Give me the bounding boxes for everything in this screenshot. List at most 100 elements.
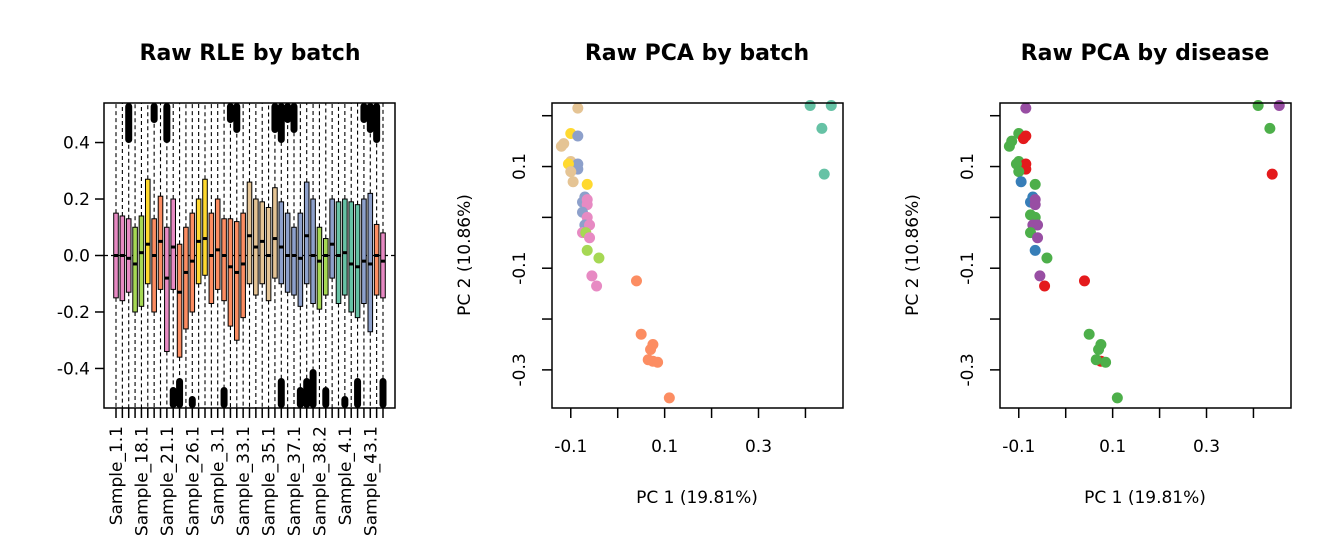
pca-disease-point <box>1264 122 1276 134</box>
pca-batch-frame <box>551 102 844 409</box>
rle-box <box>125 103 132 408</box>
pca-disease-points <box>1003 100 1285 404</box>
pca-disease-xtick-label: 0.3 <box>1193 437 1220 457</box>
rle-ytick-label: -0.2 <box>57 303 90 323</box>
pca-batch-x-axis: -0.1 0.1 0.3 <box>554 408 807 457</box>
rle-outliers-bottom <box>322 387 330 408</box>
pca-batch-point <box>581 244 593 256</box>
rle-box <box>214 103 221 408</box>
rle-box <box>144 103 151 408</box>
pca-disease-point <box>1032 219 1044 231</box>
rle-box <box>183 103 189 408</box>
rle-box <box>373 103 380 408</box>
pca-batch-point <box>581 178 593 190</box>
rle-outliers-top <box>277 103 285 143</box>
pca-disease-point <box>1029 244 1041 256</box>
pca-batch-point <box>567 176 579 188</box>
pca-disease-point <box>1039 280 1051 292</box>
pca-batch-xtick-label: 0.1 <box>651 437 678 457</box>
rle-box <box>157 103 164 408</box>
pca-batch-point <box>591 280 603 292</box>
rle-box <box>278 103 285 408</box>
pca-batch-point <box>635 328 647 340</box>
rle-xtick-label: Sample_43.1 <box>361 426 381 536</box>
rle-box <box>246 103 253 408</box>
rle-plot-area <box>104 103 395 408</box>
pca-disease-point <box>1100 356 1112 368</box>
rle-box-body <box>342 198 348 296</box>
rle-xtick-label: Sample_38.2 <box>310 426 330 536</box>
rle-box <box>233 103 240 408</box>
rle-box <box>202 103 208 408</box>
pca-batch-point <box>558 138 570 150</box>
rle-outliers-bottom <box>220 387 228 408</box>
rle-box-body <box>183 226 189 330</box>
pca-batch-point <box>825 100 837 112</box>
rle-outliers-top <box>360 103 368 123</box>
rle-box <box>138 103 145 408</box>
pca-disease-xtick-label: -0.1 <box>1002 437 1035 457</box>
rle-box <box>272 103 278 408</box>
pca-disease-ytick-label: -0.1 <box>958 252 978 285</box>
rle-outliers-bottom <box>354 378 362 408</box>
rle-box <box>265 103 272 408</box>
rle-box <box>354 103 361 408</box>
rle-xtick-label: Sample_1.1 <box>107 426 127 525</box>
rle-box-body <box>361 198 367 305</box>
pca-disease-point <box>1041 252 1053 264</box>
rle-xtick-label: Sample_37.1 <box>285 426 305 536</box>
rle-box-body <box>329 198 335 279</box>
rle-xtick-label: Sample_21.1 <box>158 426 178 536</box>
pca-batch-point <box>572 130 584 142</box>
pca-batch-point <box>630 275 642 287</box>
pca-batch-point <box>565 166 577 178</box>
pca-batch-point <box>572 102 584 114</box>
rle-xtick-label: Sample_26.1 <box>183 426 203 536</box>
pca-batch-y-axis: -0.3 -0.1 0.1 <box>510 114 552 386</box>
rle-outliers-top <box>284 103 292 123</box>
rle-box <box>189 103 196 408</box>
rle-box <box>221 103 227 408</box>
rle-xtick-label: Sample_35.1 <box>260 426 280 536</box>
pca-disease-point <box>1029 199 1041 211</box>
rle-box-body <box>354 204 361 319</box>
rle-outliers-top <box>163 103 171 143</box>
rle-xtick-label: Sample_3.1 <box>209 426 229 525</box>
rle-box-body <box>176 243 183 358</box>
pca-disease-ytick-label: -0.3 <box>958 353 978 386</box>
pca-disease-ylabel: PC 2 (10.86%) <box>903 194 923 316</box>
rle-ytick-label: -0.4 <box>57 359 90 379</box>
rle-outliers-bottom <box>188 396 196 408</box>
pca-batch-panel: Raw PCA by batch -0.1 0.1 0.3 -0.3-0.10.1 … <box>455 41 844 508</box>
pca-batch-point <box>645 344 657 356</box>
pca-disease-point <box>1006 135 1018 147</box>
rle-box-body <box>316 226 323 310</box>
rle-box <box>310 103 316 408</box>
pca-disease-point <box>1266 168 1278 180</box>
rle-box <box>335 103 342 408</box>
rle-outliers-top <box>150 103 158 123</box>
rle-box-body <box>227 218 234 327</box>
pca-disease-point <box>1034 270 1046 282</box>
pca-disease-xtick-label: 0.1 <box>1099 437 1126 457</box>
pca-disease-point <box>1111 392 1123 404</box>
rle-xtick-label: Sample_18.1 <box>132 426 152 536</box>
rle-box <box>291 103 297 408</box>
pca-disease-point <box>1013 166 1025 178</box>
rle-outliers-bottom <box>277 378 285 408</box>
pca-disease-point <box>1017 133 1029 145</box>
rle-outliers-top <box>271 103 279 133</box>
rle-ytick-label: 0.2 <box>63 190 90 210</box>
rle-box <box>348 103 355 408</box>
pca-batch-xtick-label: -0.1 <box>554 437 587 457</box>
rle-outliers-bottom <box>176 378 184 408</box>
rle-xtick-label: Sample_33.1 <box>234 426 254 536</box>
rle-box <box>227 103 234 408</box>
rle-outliers-bottom <box>341 396 349 408</box>
pca-disease-point <box>1083 328 1095 340</box>
rle-box <box>322 103 329 408</box>
rle-outliers-top <box>226 103 234 123</box>
pca-batch-ytick-label: 0.1 <box>510 153 530 180</box>
rle-box <box>253 103 259 408</box>
rle-box-body <box>144 178 151 285</box>
